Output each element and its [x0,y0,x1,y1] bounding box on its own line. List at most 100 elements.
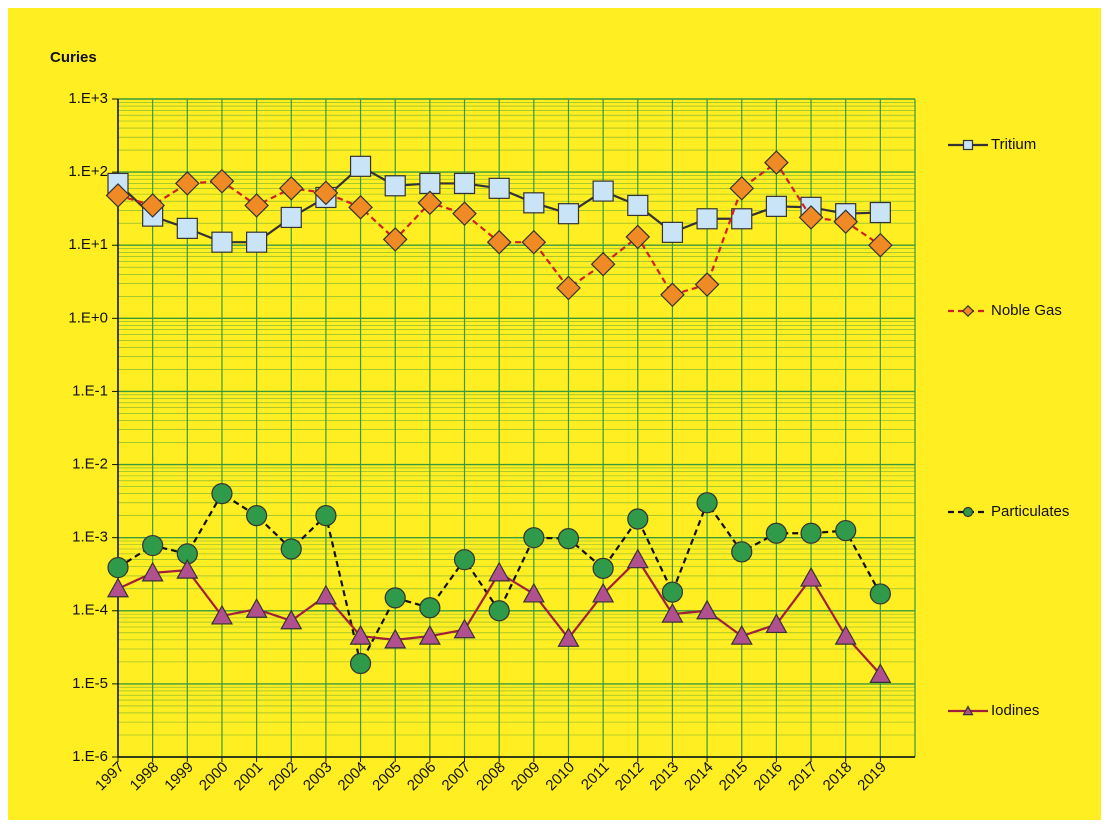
y-tick-label: 1.E+1 [68,236,108,253]
marker [384,628,407,649]
marker [869,663,892,683]
marker [694,272,720,297]
marker [488,177,510,199]
marker [315,505,337,527]
marker [765,613,788,634]
marker [660,282,685,308]
marker [962,705,974,716]
marker [486,229,512,255]
marker [800,522,822,544]
marker [523,192,545,214]
marker [210,604,233,625]
marker [246,505,268,527]
marker [661,602,684,623]
marker [246,231,268,253]
marker [962,139,974,151]
marker [419,597,441,619]
marker [141,561,164,582]
marker [523,527,545,549]
marker [557,627,580,647]
marker [522,582,545,603]
marker [384,175,406,197]
marker [211,231,233,253]
legend-label: Tritium [991,136,1036,153]
marker [696,599,719,620]
marker [313,180,339,206]
marker [590,251,616,277]
marker [105,183,131,208]
marker [348,194,373,220]
marker [176,558,199,579]
marker [962,506,974,518]
marker [961,304,975,318]
legend-label: Noble Gas [991,302,1062,319]
marker [418,624,441,645]
marker [731,208,753,230]
marker [245,597,268,618]
marker [661,581,684,603]
marker [625,224,651,250]
marker [280,609,303,630]
marker [488,600,510,622]
marker [800,566,823,587]
marker [453,549,476,571]
y-tick-label: 1.E-2 [72,456,108,473]
marker [384,587,406,609]
marker [764,150,789,175]
marker [729,175,755,201]
marker [244,193,269,218]
marker [731,541,753,563]
marker [349,624,372,645]
marker [557,203,580,225]
marker [730,624,753,645]
y-tick-label: 1.E-4 [72,602,108,619]
series-line [117,492,882,667]
marker [765,522,787,544]
marker [174,171,200,196]
marker [661,221,684,243]
marker [556,275,581,301]
y-axis-label: Curies [50,49,97,66]
marker [349,155,372,177]
marker [869,583,891,605]
marker [140,193,166,218]
y-tick-label: 1.E-5 [72,675,108,692]
marker [452,201,477,227]
marker [696,492,718,514]
y-tick-label: 1.E-6 [72,748,108,765]
marker [798,205,824,230]
legend-label: Particulates [991,503,1069,520]
marker [592,180,614,202]
y-tick-label: 1.E+2 [68,163,108,180]
y-tick-label: 1.E-3 [72,529,108,546]
legend-label: Iodines [991,702,1039,719]
marker [453,618,476,639]
marker [834,624,857,645]
marker [417,190,443,216]
marker [107,556,129,579]
marker [626,548,649,569]
marker [696,208,718,230]
marker [488,561,511,582]
marker [278,175,304,201]
marker [627,508,649,530]
y-tick-label: 1.E+0 [68,309,108,326]
marker [592,557,614,579]
marker [453,172,476,195]
y-tick-label: 1.E+3 [68,90,108,107]
marker [592,582,615,603]
marker [867,232,893,258]
marker [521,229,547,255]
marker [557,528,580,550]
marker [106,577,130,598]
marker [280,538,302,560]
marker [209,168,235,194]
marker [314,584,337,605]
marker [833,209,859,235]
marker [211,483,233,505]
marker [349,652,372,675]
marker [419,172,441,195]
marker [835,519,857,542]
marker [142,534,164,557]
